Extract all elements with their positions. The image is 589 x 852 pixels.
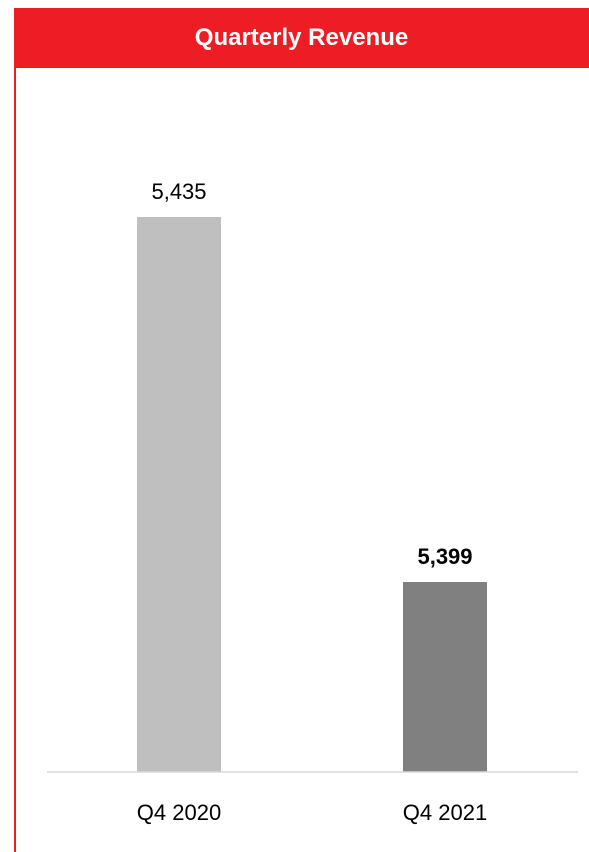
chart-panel: Quarterly Revenue — [14, 0, 589, 852]
chart-title-bar: Quarterly Revenue — [14, 8, 589, 68]
x-tick-label-q4-2020: Q4 2020 — [137, 800, 221, 825]
bar-q4-2020 — [137, 217, 221, 772]
x-tick-label-q4-2021: Q4 2021 — [403, 800, 487, 825]
chart-title: Quarterly Revenue — [194, 24, 409, 51]
data-label-q4-2021: 5,399 — [417, 544, 472, 569]
bar-q4-2021 — [403, 582, 487, 772]
data-label-q4-2020: 5,435 — [151, 179, 206, 204]
panel-left-border — [14, 68, 16, 852]
